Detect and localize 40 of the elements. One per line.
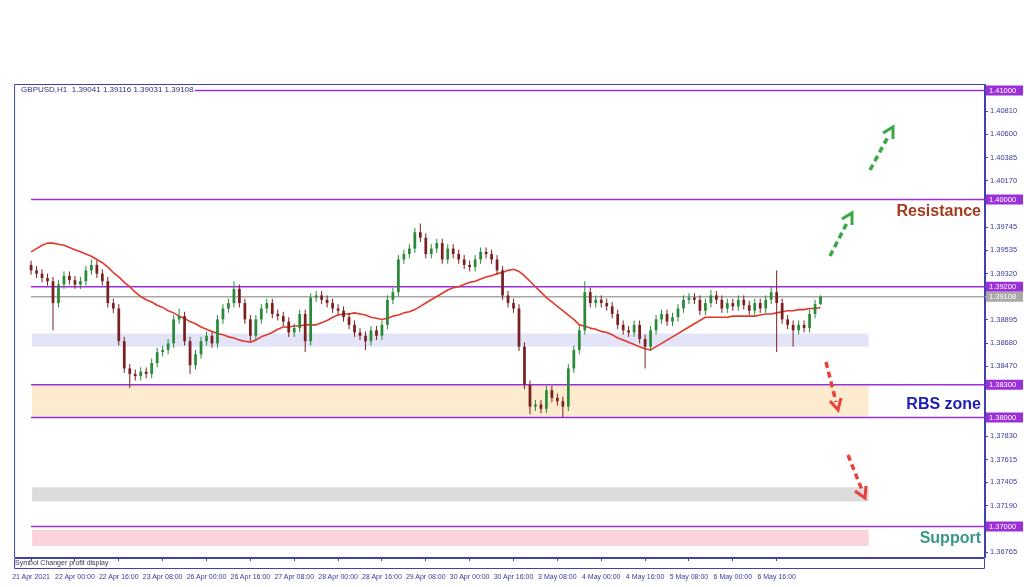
candlestick: [561, 396, 565, 418]
candlestick: [254, 314, 258, 341]
candlestick: [259, 303, 263, 325]
candlestick: [577, 325, 581, 355]
candlestick: [172, 314, 175, 349]
candlestick: [166, 338, 170, 355]
candlestick: [545, 385, 548, 414]
candlestick: [194, 349, 197, 371]
candlestick: [616, 309, 620, 330]
candlestick: [216, 314, 219, 349]
candlestick: [128, 363, 132, 389]
candlestick: [298, 309, 302, 333]
chart-title: GBPUSD,H1 1.39041 1.39116 1.39031 1.39108: [21, 85, 195, 95]
candlestick: [780, 298, 784, 325]
candlestick: [638, 320, 641, 344]
candlestick: [808, 309, 811, 333]
candlestick: [155, 347, 159, 368]
candlestick: [649, 325, 652, 352]
candlestick: [632, 320, 636, 338]
candlestick: [440, 238, 444, 265]
candlestick: [418, 223, 422, 243]
candlestick: [287, 316, 291, 338]
candlestick: [413, 227, 417, 254]
candlestick: [150, 358, 154, 379]
candlestick: [238, 284, 241, 308]
candlestick: [248, 314, 252, 342]
candlestick: [424, 232, 428, 259]
candlestick: [57, 279, 60, 308]
annotation: RBS zone: [906, 395, 982, 413]
candlestick: [572, 345, 576, 374]
annotation: Resistance: [896, 201, 982, 219]
candlestick: [106, 276, 110, 308]
candlestick: [775, 269, 779, 353]
candlestick: [446, 243, 450, 265]
candlestick: [364, 330, 367, 351]
candlestick: [270, 298, 274, 319]
candlestick: [95, 260, 99, 279]
candlestick: [588, 287, 592, 308]
candlestick: [473, 254, 477, 272]
annotation: Support: [919, 529, 982, 547]
